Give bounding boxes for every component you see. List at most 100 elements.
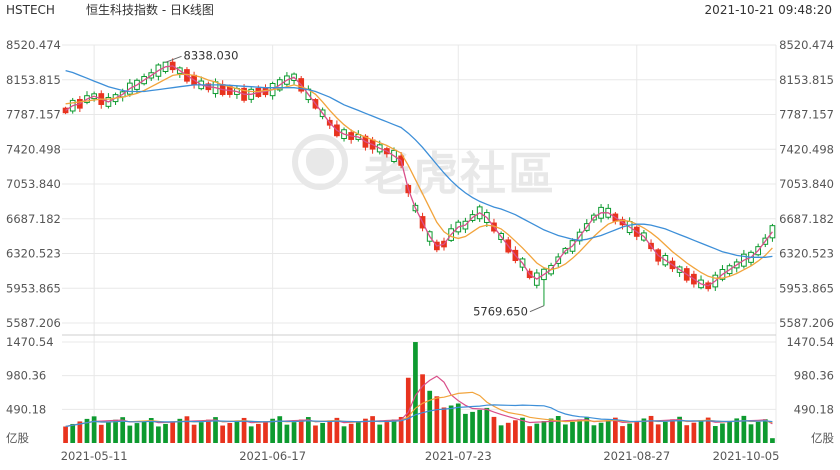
price-tick-label-right: 5587.206 [779, 316, 834, 330]
volume-bar [91, 416, 97, 443]
volume-bar [405, 377, 411, 443]
volume-bar [320, 422, 325, 443]
volume-bar [498, 425, 504, 443]
volume-bar [148, 417, 154, 443]
volume-bar [184, 416, 190, 443]
volume-bar [463, 413, 468, 443]
volume-bar [156, 426, 161, 443]
volume-bar [355, 421, 361, 443]
volume-bar [241, 417, 247, 443]
high-annotation-leader [165, 55, 182, 63]
volume-bar [491, 416, 497, 443]
volume-bar [641, 418, 647, 443]
volume-bar [298, 419, 304, 443]
volume-bar [377, 424, 383, 443]
volume-bar [398, 416, 404, 443]
volume-bar [627, 423, 632, 443]
chart-title: 恒生科技指数 - 日K线图 [86, 3, 214, 17]
volume-bar [291, 422, 297, 443]
volume-bar [505, 422, 511, 443]
volume-bar [220, 425, 226, 443]
volume-bar [698, 420, 704, 443]
datetime-label: 2021-10-21 09:48:20 [704, 3, 832, 17]
volume-bar [70, 423, 76, 443]
volume-bar [655, 424, 661, 443]
volume-bar [106, 422, 111, 443]
volume-bar [98, 424, 104, 443]
volume-bar [605, 420, 611, 443]
tiger-logo-icon [292, 134, 348, 190]
volume-bar [727, 420, 732, 443]
volume-bar [255, 423, 261, 443]
volume-bar [327, 420, 333, 443]
volume-bar [191, 424, 197, 443]
price-tick-label-right: 7420.498 [779, 142, 834, 156]
volume-bar [370, 416, 375, 443]
volume-bar [213, 417, 218, 443]
volume-bar [455, 403, 461, 443]
candle-body [62, 107, 69, 114]
volume-bar [634, 421, 640, 443]
volume-bar [248, 426, 254, 443]
volume-tick-label-right: 1470.54 [786, 335, 834, 349]
volume-tick-label-left: 490.18 [6, 402, 46, 416]
volume-unit-label-left: 亿股 [6, 431, 29, 445]
volume-unit-label-right: 亿股 [811, 431, 834, 445]
symbol-label: HSTECH [6, 3, 55, 17]
volume-bar [705, 417, 711, 443]
volume-bar [413, 342, 418, 443]
volume-bar [313, 425, 318, 443]
date-tick-label: 2021-06-17 [239, 449, 306, 463]
volume-tick-label-right: 490.18 [794, 402, 834, 416]
volume-bar [206, 419, 211, 443]
volume-bar [712, 426, 718, 443]
volume-bar [163, 423, 168, 443]
volume-tick-label-left: 1470.54 [6, 335, 54, 349]
tiger-logo-face [306, 148, 334, 176]
volume-bar [470, 411, 475, 443]
volume-bar [720, 423, 725, 443]
volume-bar [513, 420, 518, 443]
volume-bar [677, 416, 682, 443]
date-tick-label: 2021-05-11 [61, 449, 128, 463]
volume-bar [284, 424, 290, 443]
volume-bar [77, 421, 83, 443]
volume-bar [541, 421, 547, 443]
volume-bar [570, 421, 575, 443]
price-tick-label-left: 7420.498 [6, 142, 61, 156]
volume-bar [563, 424, 568, 443]
volume-bar [477, 409, 483, 443]
volume-bar [227, 423, 233, 443]
volume-bar [591, 425, 597, 443]
volume-bar [270, 418, 275, 443]
volume-bar [434, 396, 440, 443]
volume-bar [691, 422, 697, 443]
volume-bar [334, 417, 340, 443]
volume-bar [341, 426, 347, 443]
price-tick-label-left: 5953.865 [6, 281, 61, 295]
date-tick-label: 2021-08-27 [603, 449, 670, 463]
volume-ma-line [65, 404, 773, 428]
price-tick-label-left: 6320.523 [6, 247, 61, 261]
volume-bar [234, 420, 240, 443]
volume-bar [420, 374, 425, 443]
price-tick-label-left: 7053.840 [6, 177, 61, 191]
volume-bar [612, 417, 618, 443]
volume-bar [277, 416, 283, 443]
volume-ma-line [65, 375, 773, 428]
volume-bar [555, 416, 561, 443]
price-tick-label-right: 8520.474 [779, 38, 834, 52]
volume-bar [670, 419, 675, 443]
volume-bar [534, 423, 540, 443]
candle-body [769, 225, 776, 239]
volume-bar [527, 426, 533, 443]
watermark: 老虎社區 [292, 128, 554, 201]
volume-bar [113, 419, 118, 443]
volume-bar [384, 422, 390, 443]
price-tick-label-left: 8153.815 [6, 73, 61, 87]
volume-bar [684, 425, 690, 443]
volume-bar [755, 421, 761, 443]
volume-bar [584, 416, 590, 443]
volume-bar [734, 418, 740, 443]
